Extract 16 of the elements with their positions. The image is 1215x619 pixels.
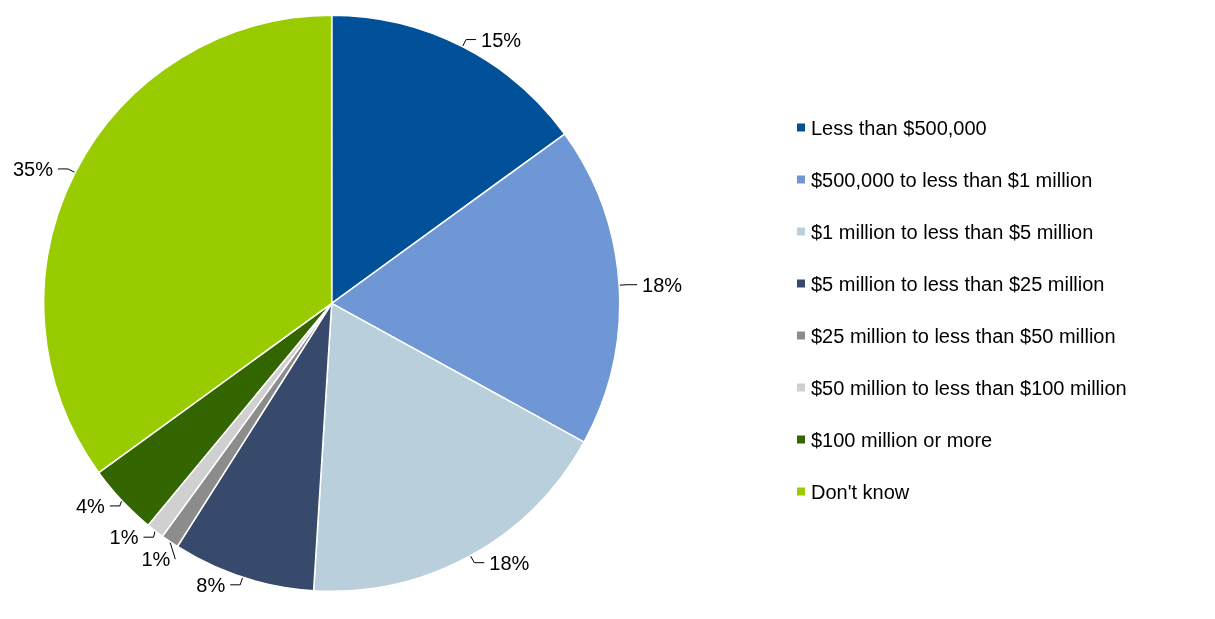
- data-label: 1%: [141, 548, 171, 571]
- data-label: 15%: [481, 28, 522, 51]
- legend-label: Less than $500,000: [811, 116, 987, 139]
- legend-label: $50 million to less than $100 million: [811, 376, 1127, 399]
- data-label: 18%: [489, 551, 530, 574]
- data-label: 4%: [75, 494, 106, 517]
- legend-label: Don't know: [811, 480, 910, 503]
- legend-label: $25 million to less than $50 million: [811, 324, 1116, 347]
- data-label: 8%: [196, 573, 226, 596]
- legend-label: $5 million to less than $25 million: [811, 272, 1105, 295]
- data-label: 35%: [12, 157, 54, 180]
- data-label: 1%: [109, 526, 139, 549]
- data-label: 18%: [642, 273, 683, 296]
- legend-label: $100 million or more: [811, 428, 993, 451]
- legend-label: $500,000 to less than $1 million: [811, 168, 1093, 191]
- legend-label: $1 million to less than $5 million: [811, 220, 1094, 243]
